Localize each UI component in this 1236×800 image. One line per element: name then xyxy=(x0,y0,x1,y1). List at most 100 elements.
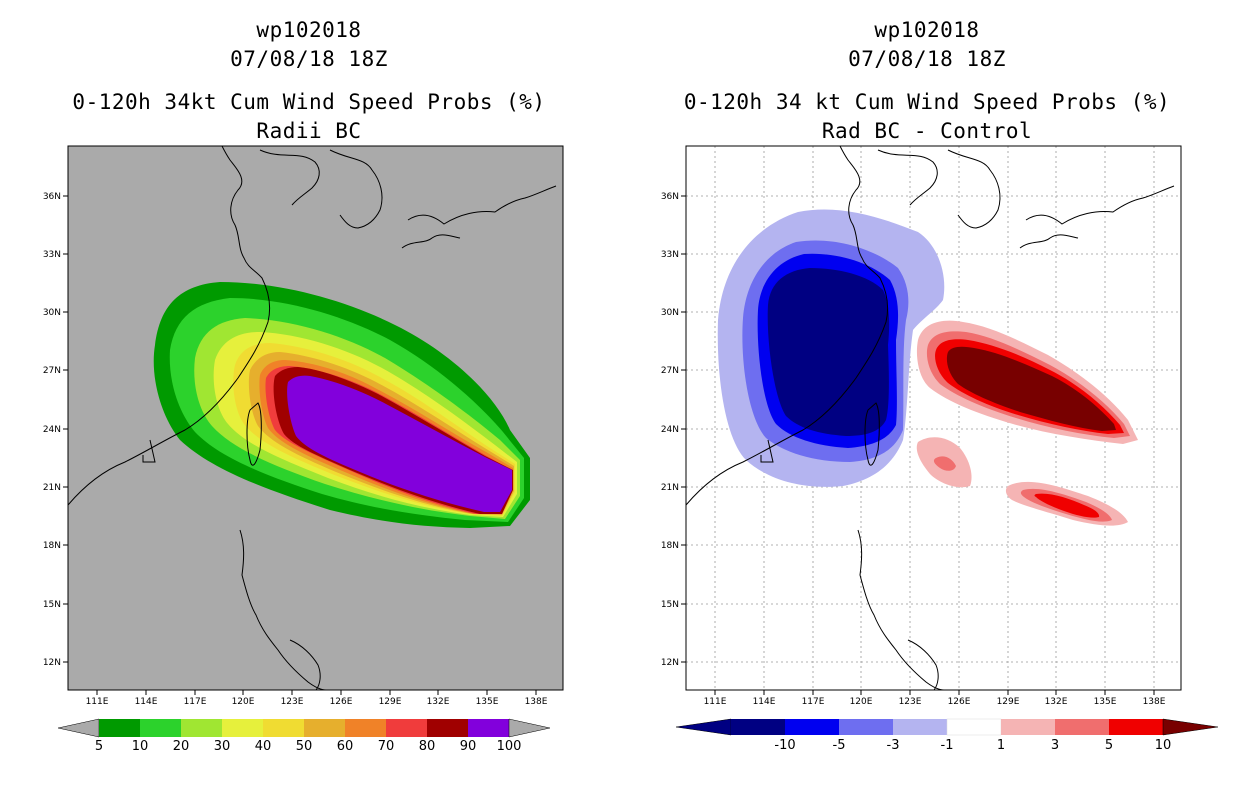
lat-label: 15N xyxy=(661,600,679,610)
colorbar-swatch xyxy=(99,719,140,737)
colorbar-label: 30 xyxy=(214,739,231,754)
lat-label: 30N xyxy=(43,308,61,318)
lon-label: 129E xyxy=(997,697,1020,707)
product-title: 0-120h 34 kt Cum Wind Speed Probs (%) xyxy=(683,90,1171,114)
coastlines xyxy=(686,146,1175,690)
colorbar-swatch xyxy=(263,719,304,737)
datetime-title: 07/08/18 18Z xyxy=(230,47,388,71)
lon-label: 123E xyxy=(899,697,922,707)
subtitle: Rad BC - Control xyxy=(821,119,1033,143)
colorbar-swatch xyxy=(222,719,263,737)
lat-label: 36N xyxy=(661,192,679,202)
colorbar-label: 100 xyxy=(497,739,522,754)
colorbar-low-arrow xyxy=(675,718,732,736)
colorbar-swatch xyxy=(345,719,386,737)
colorbar-label: 20 xyxy=(173,739,190,754)
lon-label: 120E xyxy=(850,697,873,707)
colorbar-swatch xyxy=(140,719,181,737)
colorbar-high-arrow xyxy=(508,718,551,738)
lat-label: 18N xyxy=(43,541,61,551)
map-frame xyxy=(67,145,564,691)
lon-label: 132E xyxy=(427,697,450,707)
lat-label: 30N xyxy=(661,308,679,318)
lat-label: 24N xyxy=(661,425,679,435)
colorbar-swatch xyxy=(1109,719,1163,735)
colorbar: 5 10 20 30 40 50 60 70 80 90 100 xyxy=(57,718,551,754)
colorbar-label: -1 xyxy=(941,738,954,753)
colorbar-swatch xyxy=(893,719,947,735)
colorbar-label: 1 xyxy=(997,738,1005,753)
colorbar-label: -10 xyxy=(774,738,795,753)
colorbar-swatch xyxy=(1055,719,1109,735)
colorbar-label: 50 xyxy=(296,739,313,754)
lon-label: 117E xyxy=(184,697,207,707)
lon-label: 135E xyxy=(1094,697,1117,707)
lat-label: 36N xyxy=(43,192,61,202)
lat-axis: 36N 33N 30N 27N 24N 21N 18N 15N 12N xyxy=(43,192,68,668)
lat-label: 33N xyxy=(43,250,61,260)
colorbar-swatch xyxy=(427,719,468,737)
lon-label: 126E xyxy=(948,697,971,707)
lat-label: 21N xyxy=(43,483,61,493)
lon-label: 126E xyxy=(330,697,353,707)
colorbar-label: 90 xyxy=(460,739,477,754)
colorbar-swatch xyxy=(731,719,785,735)
lat-label: 24N xyxy=(43,425,61,435)
storm-id-title: wp102018 xyxy=(256,18,362,42)
lon-axis: 111E 114E 117E 120E 123E 126E 129E 132E 135E 138E xyxy=(86,690,548,707)
colorbar-swatch xyxy=(386,719,427,737)
colorbar-high-arrow xyxy=(1162,718,1219,736)
lat-label: 21N xyxy=(661,483,679,493)
lat-label: 15N xyxy=(43,600,61,610)
colorbar-label: 5 xyxy=(95,739,103,754)
lat-label: 18N xyxy=(661,541,679,551)
lon-label: 111E xyxy=(704,697,727,707)
left-map-panel: wp102018 07/08/18 18Z 0-120h 34kt Cum Wi… xyxy=(43,18,564,754)
lat-label: 27N xyxy=(43,366,61,376)
lon-label: 129E xyxy=(379,697,402,707)
storm-id-title: wp102018 xyxy=(874,18,980,42)
lon-axis: 111E 114E 117E 120E 123E 126E 129E 132E 135E 138E xyxy=(704,690,1166,707)
lon-label: 120E xyxy=(232,697,255,707)
colorbar-swatch xyxy=(1001,719,1055,735)
colorbar-label: 3 xyxy=(1051,738,1059,753)
product-title: 0-120h 34kt Cum Wind Speed Probs (%) xyxy=(72,90,546,114)
colorbar-label: 10 xyxy=(132,739,149,754)
lat-label: 27N xyxy=(661,366,679,376)
difference-contours xyxy=(717,209,1138,526)
colorbar-swatch xyxy=(839,719,893,735)
colorbar-label: 60 xyxy=(337,739,354,754)
lon-label: 114E xyxy=(135,697,158,707)
colorbar-label: 10 xyxy=(1155,738,1172,753)
colorbar-swatch xyxy=(468,719,509,737)
left-map-svg: 36N 33N 30N 27N 24N 21N 18N 15N 12N 111E 114E 117E… xyxy=(43,145,564,754)
colorbar-swatch xyxy=(785,719,839,735)
colorbar-label: -5 xyxy=(833,738,846,753)
probability-contours xyxy=(68,146,557,690)
colorbar-swatch xyxy=(946,718,1002,736)
lon-label: 123E xyxy=(281,697,304,707)
lon-label: 138E xyxy=(525,697,548,707)
colorbar-label: 70 xyxy=(378,739,395,754)
lat-axis: 36N 33N 30N 27N 24N 21N 18N 15N 12N xyxy=(661,192,686,668)
colorbar-label: 80 xyxy=(419,739,436,754)
lon-label: 117E xyxy=(802,697,825,707)
lat-label: 12N xyxy=(43,658,61,668)
lat-label: 33N xyxy=(661,250,679,260)
colorbar-label: -3 xyxy=(887,738,900,753)
lon-label: 132E xyxy=(1045,697,1068,707)
right-map-panel: wp102018 07/08/18 18Z 0-120h 34 kt Cum W… xyxy=(618,0,1236,800)
colorbar-swatch xyxy=(304,719,345,737)
subtitle: Radii BC xyxy=(256,119,362,143)
colorbar: -10 -5 -3 -1 1 3 5 10 xyxy=(675,718,1219,753)
right-map-svg: 36N 33N 30N 27N 24N 21N 18N 15N 12N 111E 114E 117E… xyxy=(661,145,1219,753)
colorbar-swatch xyxy=(181,719,222,737)
lat-label: 12N xyxy=(661,658,679,668)
colorbar-label: 5 xyxy=(1105,738,1113,753)
colorbar-low-arrow xyxy=(57,718,100,738)
colorbar-label: 40 xyxy=(255,739,272,754)
lon-label: 114E xyxy=(753,697,776,707)
datetime-title: 07/08/18 18Z xyxy=(848,47,1006,71)
lon-label: 135E xyxy=(476,697,499,707)
lon-label: 138E xyxy=(1143,697,1166,707)
